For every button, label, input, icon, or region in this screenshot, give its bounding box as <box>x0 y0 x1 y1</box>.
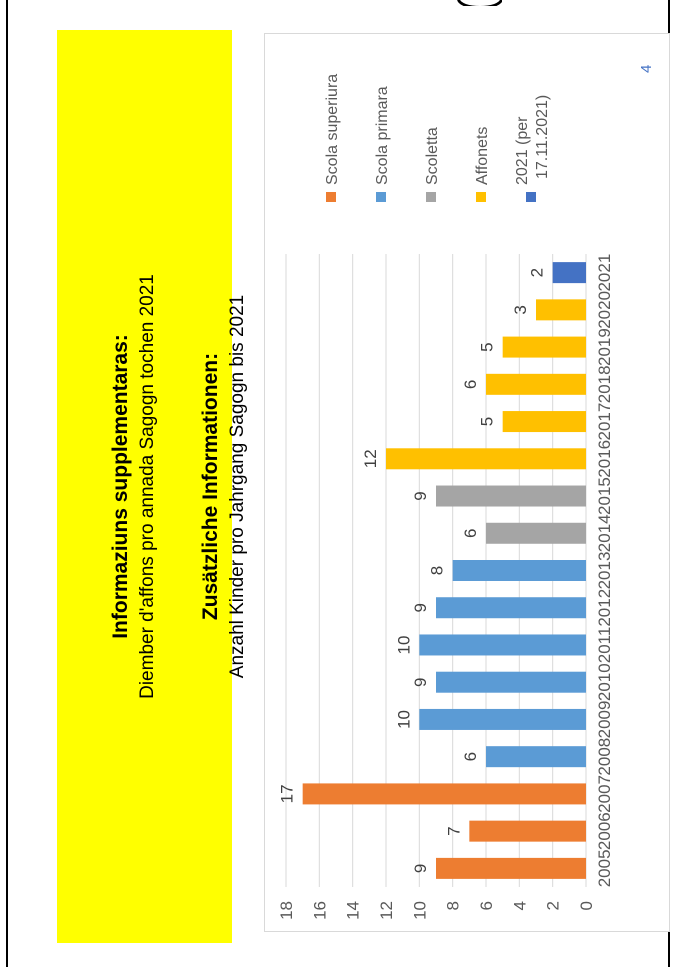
x-tick-label: 2012 <box>595 589 614 627</box>
data-label: 5 <box>478 342 497 351</box>
y-tick-label: 2 <box>544 901 563 910</box>
legend-label: Affonets <box>474 127 491 185</box>
x-tick-label: 2013 <box>595 552 614 590</box>
legend-swatch <box>526 192 536 202</box>
x-tick-label: 2018 <box>595 365 614 403</box>
data-label: 9 <box>411 491 430 500</box>
bar <box>302 783 586 805</box>
y-tick-label: 14 <box>344 901 363 920</box>
y-tick-label: 6 <box>477 901 496 910</box>
bar <box>536 299 586 321</box>
bar <box>486 373 586 395</box>
x-tick-label: 2010 <box>595 663 614 701</box>
y-tick-label: 12 <box>377 901 396 920</box>
bar <box>419 634 587 656</box>
bar <box>552 262 587 284</box>
data-label: 6 <box>461 380 480 389</box>
y-tick-label: 8 <box>444 901 463 910</box>
legend-swatch <box>326 192 336 202</box>
data-label: 10 <box>394 710 413 729</box>
legend-label: 2021 (per 17.11.2021) <box>514 95 551 185</box>
data-label: 9 <box>411 677 430 686</box>
y-tick-label: 10 <box>410 901 429 920</box>
x-tick-label: 2019 <box>595 328 614 366</box>
data-label: 10 <box>394 636 413 655</box>
legend-swatch <box>376 192 386 202</box>
x-tick-label: 2011 <box>595 627 614 664</box>
x-tick-label: 2021 <box>595 254 614 292</box>
legend-label: Scoletta <box>424 127 441 185</box>
data-label: 2 <box>528 268 547 277</box>
data-label: 8 <box>428 566 447 575</box>
x-tick-label: 2014 <box>595 514 614 552</box>
x-tick-label: 2006 <box>595 812 614 850</box>
legend-swatch <box>426 192 436 202</box>
data-label: 5 <box>478 417 497 426</box>
data-label: 9 <box>411 603 430 612</box>
legend-label: Scola primara <box>374 86 391 185</box>
y-tick-label: 0 <box>577 901 596 910</box>
data-label: 3 <box>511 305 530 314</box>
x-tick-label: 2015 <box>595 477 614 515</box>
bar <box>436 857 586 879</box>
bar <box>502 411 586 433</box>
bar <box>419 708 587 730</box>
x-tick-label: 2020 <box>595 291 614 329</box>
x-tick-label: 2005 <box>595 849 614 887</box>
clipped-heading-fragment <box>452 0 502 6</box>
bar <box>436 597 586 619</box>
x-tick-label: 2008 <box>595 738 614 776</box>
y-tick-label: 4 <box>510 901 529 910</box>
bar <box>469 820 587 842</box>
bar <box>436 671 586 693</box>
page-border-left <box>6 0 8 967</box>
bar <box>386 448 586 470</box>
data-label: 6 <box>461 529 480 538</box>
data-label: 17 <box>278 784 297 803</box>
data-label: 6 <box>461 752 480 761</box>
data-label: 12 <box>361 449 380 468</box>
y-tick-label: 18 <box>277 901 296 920</box>
bar <box>436 485 586 507</box>
x-tick-label: 2017 <box>595 403 614 441</box>
bar <box>486 746 586 768</box>
x-tick-label: 2009 <box>595 701 614 739</box>
bar <box>502 336 586 358</box>
x-tick-label: 2007 <box>595 775 614 813</box>
bar <box>486 522 586 544</box>
legend-swatch <box>476 192 486 202</box>
x-tick-label: 2016 <box>595 440 614 478</box>
data-label: 7 <box>444 826 463 835</box>
bar <box>452 560 586 581</box>
data-label: 9 <box>411 864 430 873</box>
legend-label: Scola superiura <box>324 74 341 185</box>
page-number: 4 <box>638 64 655 73</box>
y-tick-label: 16 <box>310 901 329 920</box>
